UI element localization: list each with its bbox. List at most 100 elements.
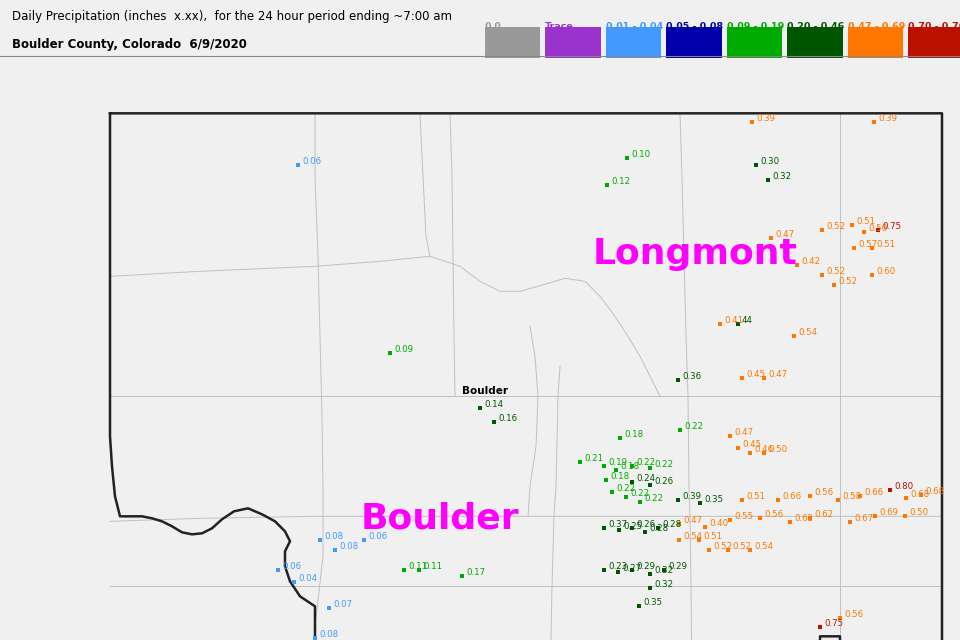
Text: 0.47: 0.47 (775, 230, 794, 239)
Text: 0.80: 0.80 (894, 482, 913, 491)
Text: 0.26: 0.26 (654, 477, 673, 486)
Text: 0.06: 0.06 (302, 157, 322, 166)
Text: 0.21: 0.21 (584, 454, 603, 463)
Text: 0.45: 0.45 (746, 370, 765, 379)
Text: 0.47 - 0.69: 0.47 - 0.69 (848, 22, 905, 31)
Text: 0.56: 0.56 (844, 610, 863, 619)
Text: 0.11: 0.11 (408, 562, 427, 571)
Text: 0.26: 0.26 (636, 520, 655, 529)
Text: 0.42: 0.42 (801, 257, 820, 266)
Text: 0.32: 0.32 (654, 566, 673, 575)
Text: 0.07: 0.07 (333, 600, 352, 609)
Text: 0.22: 0.22 (684, 422, 703, 431)
Text: 0.36: 0.36 (682, 372, 701, 381)
Text: 0.52: 0.52 (713, 542, 732, 551)
Text: 0.08: 0.08 (324, 532, 343, 541)
Text: 0.04: 0.04 (298, 574, 317, 583)
Text: Longmont: Longmont (592, 237, 798, 271)
Text: 0.68: 0.68 (910, 490, 929, 499)
Text: 0.52: 0.52 (732, 542, 751, 551)
Text: 0.47: 0.47 (768, 370, 787, 379)
Text: 0.66: 0.66 (782, 492, 802, 501)
Text: 0.18: 0.18 (624, 430, 643, 439)
Text: 44: 44 (742, 316, 753, 325)
Text: Trace: Trace (545, 22, 574, 31)
Text: 0.28: 0.28 (662, 520, 682, 529)
Text: 0.32: 0.32 (772, 172, 791, 181)
Text: 0.06: 0.06 (282, 562, 301, 571)
Text: 0.09 - 0.19: 0.09 - 0.19 (727, 22, 784, 31)
Text: 0.67: 0.67 (854, 514, 874, 523)
Text: 0.22: 0.22 (654, 460, 673, 469)
Text: 0.46: 0.46 (754, 445, 773, 454)
Text: 0.52: 0.52 (826, 222, 845, 231)
Text: 0.47: 0.47 (683, 516, 702, 525)
Text: 0.24: 0.24 (636, 474, 655, 483)
Text: 0.32: 0.32 (654, 580, 673, 589)
Text: 0.51: 0.51 (746, 492, 765, 501)
Text: 0.57: 0.57 (858, 240, 877, 249)
Text: 0.56: 0.56 (764, 510, 783, 519)
Text: 0.62: 0.62 (814, 510, 833, 519)
Text: 0.29: 0.29 (636, 562, 655, 571)
Text: 0.50: 0.50 (909, 508, 928, 517)
Text: 0.60: 0.60 (876, 267, 895, 276)
Text: 0.0: 0.0 (485, 22, 501, 31)
Text: 0.70 - 0.76: 0.70 - 0.76 (908, 22, 960, 31)
Text: 0.54: 0.54 (683, 532, 702, 541)
Text: 0.01 - 0.04: 0.01 - 0.04 (606, 22, 663, 31)
Text: Boulder County, Colorado  6/9/2020: Boulder County, Colorado 6/9/2020 (12, 38, 247, 51)
Text: 0.25: 0.25 (623, 522, 642, 531)
Text: Boulder: Boulder (361, 501, 519, 535)
Text: 0.22: 0.22 (636, 458, 655, 467)
Text: 0.68: 0.68 (925, 487, 944, 496)
Text: 0.45: 0.45 (742, 440, 761, 449)
Text: 0.39: 0.39 (756, 114, 775, 123)
Text: 0.52: 0.52 (826, 267, 845, 276)
Text: 0.66: 0.66 (864, 488, 883, 497)
Text: 0.27: 0.27 (622, 564, 641, 573)
Text: 0.75: 0.75 (882, 222, 901, 231)
Text: 0.39: 0.39 (878, 114, 897, 123)
Text: 0.55: 0.55 (734, 512, 754, 521)
Text: 0.75: 0.75 (824, 619, 843, 628)
Text: 0.23: 0.23 (608, 562, 627, 571)
Text: 0.41: 0.41 (724, 316, 743, 325)
Text: 0.09: 0.09 (394, 345, 413, 354)
Text: 0.35: 0.35 (704, 495, 723, 504)
Text: 0.18: 0.18 (610, 472, 629, 481)
Text: 0.11: 0.11 (423, 562, 443, 571)
Text: 0.54: 0.54 (798, 328, 817, 337)
Text: 0.14: 0.14 (484, 400, 503, 409)
Text: 0.40: 0.40 (709, 519, 728, 528)
Text: 0.19: 0.19 (608, 458, 627, 467)
Text: 0.29: 0.29 (668, 562, 687, 571)
Text: Daily Precipitation (inches  x.xx),  for the 24 hour period ending ~7:00 am: Daily Precipitation (inches x.xx), for t… (12, 10, 451, 22)
Text: 0.20 - 0.46: 0.20 - 0.46 (787, 22, 845, 31)
Text: 0.69: 0.69 (879, 508, 898, 517)
Text: 0.08: 0.08 (339, 542, 358, 551)
Text: 0.39: 0.39 (682, 492, 701, 501)
Text: 0.22: 0.22 (644, 494, 663, 503)
Text: 0.51: 0.51 (876, 240, 895, 249)
Text: 0.22: 0.22 (630, 489, 649, 498)
Text: Boulder: Boulder (462, 387, 508, 396)
Text: 0.56: 0.56 (814, 488, 833, 497)
Text: 0.06: 0.06 (368, 532, 387, 541)
Text: 0.28: 0.28 (649, 524, 668, 533)
Text: 0.50: 0.50 (768, 445, 787, 454)
Text: 0.16: 0.16 (498, 414, 517, 423)
Text: 0.47: 0.47 (734, 428, 754, 437)
Text: 0.10: 0.10 (631, 150, 650, 159)
Text: 0.54: 0.54 (754, 542, 773, 551)
Text: 0.05 - 0.08: 0.05 - 0.08 (666, 22, 724, 31)
Text: 0.18: 0.18 (620, 462, 639, 471)
Text: 0.52: 0.52 (838, 277, 857, 286)
Text: 0.37: 0.37 (608, 520, 627, 529)
Text: 0.35: 0.35 (643, 598, 662, 607)
Text: 0.50: 0.50 (868, 224, 887, 233)
Text: 0.30: 0.30 (760, 157, 780, 166)
Text: 0.08: 0.08 (319, 630, 338, 639)
Text: 0.51: 0.51 (703, 532, 722, 541)
Text: 0.22: 0.22 (616, 484, 636, 493)
